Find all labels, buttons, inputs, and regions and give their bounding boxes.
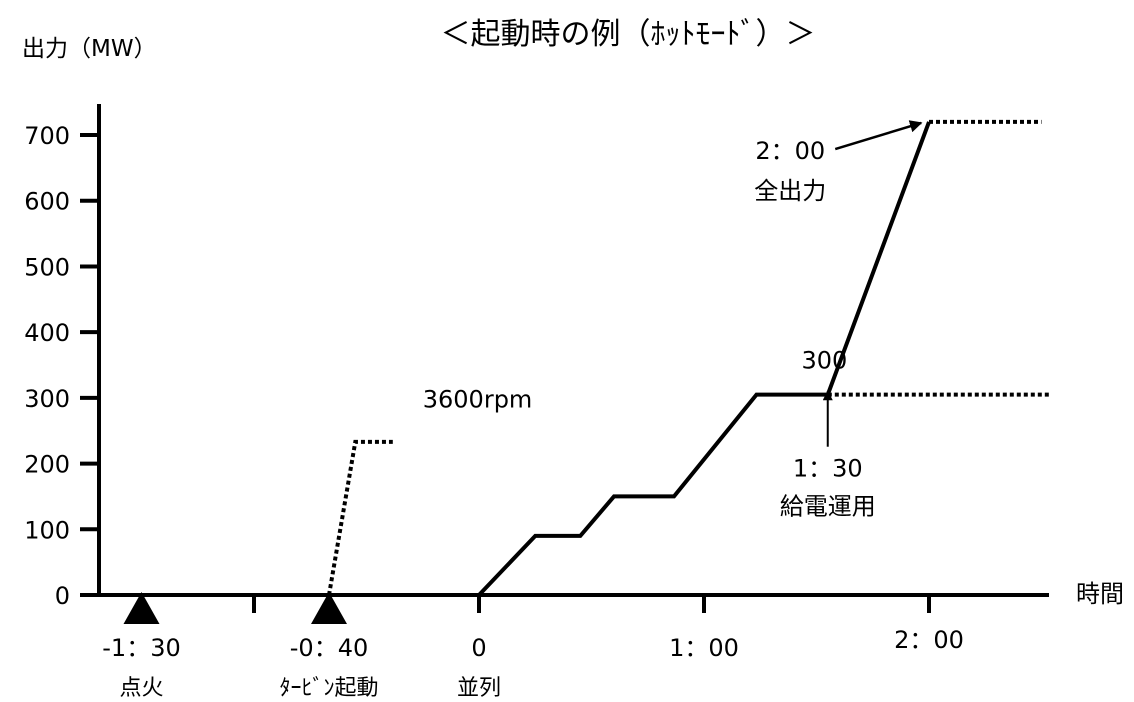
annotation-label: 2：00 bbox=[755, 137, 825, 165]
annotation-label: 1：30 bbox=[793, 455, 863, 483]
x-tick-caption: 点火 bbox=[119, 676, 163, 701]
x-tick-label: 0 bbox=[471, 634, 486, 662]
y-axis-label: 出力（MW） bbox=[22, 36, 157, 62]
annotation-label: 3600rpm bbox=[423, 386, 533, 414]
y-tick-label: 100 bbox=[24, 516, 70, 544]
x-tick-label: 1：00 bbox=[669, 634, 739, 662]
annotation-caption: 給電運用 bbox=[780, 493, 876, 521]
event-triangle bbox=[123, 592, 160, 624]
x-tick-label: -1：30 bbox=[102, 634, 180, 662]
x-tick-label: 2：00 bbox=[894, 626, 964, 654]
event-triangle bbox=[311, 592, 347, 624]
chart-title: ＜起動時の例（ﾎｯﾄﾓｰﾄﾞ）＞ bbox=[441, 17, 816, 52]
annotations: 3600rpm 300 1：30 給電運用 2：00 全出力 bbox=[423, 120, 923, 521]
x-tick-caption: 並列 bbox=[457, 676, 501, 701]
series-lines bbox=[327, 119, 1049, 597]
annotation-caption: 全出力 bbox=[754, 177, 826, 205]
x-tick-caption: ﾀｰﾋﾞﾝ起動 bbox=[279, 676, 378, 701]
x-ticks: -1：30 点火 -0：40 ﾀｰﾋﾞﾝ起動 0 並列 1：00 2：00 bbox=[102, 592, 964, 701]
y-tick-label: 600 bbox=[24, 188, 70, 216]
y-tick-label: 500 bbox=[24, 253, 70, 281]
annotation-arrow bbox=[834, 120, 923, 151]
y-tick-label: 400 bbox=[24, 319, 70, 347]
series-line-solid bbox=[477, 121, 931, 597]
y-tick-label: 0 bbox=[55, 582, 70, 610]
x-axis-label: 時間 bbox=[1076, 580, 1124, 608]
y-tick-label: 700 bbox=[24, 122, 70, 150]
y-tick-label: 300 bbox=[24, 385, 70, 413]
series-line-dotted bbox=[327, 439, 393, 596]
y-ticks: 0 100 200 300 400 500 600 700 bbox=[24, 122, 99, 610]
x-tick-label: -0：40 bbox=[290, 634, 368, 662]
y-tick-label: 200 bbox=[24, 451, 70, 479]
annotation-label: 300 bbox=[802, 346, 848, 374]
